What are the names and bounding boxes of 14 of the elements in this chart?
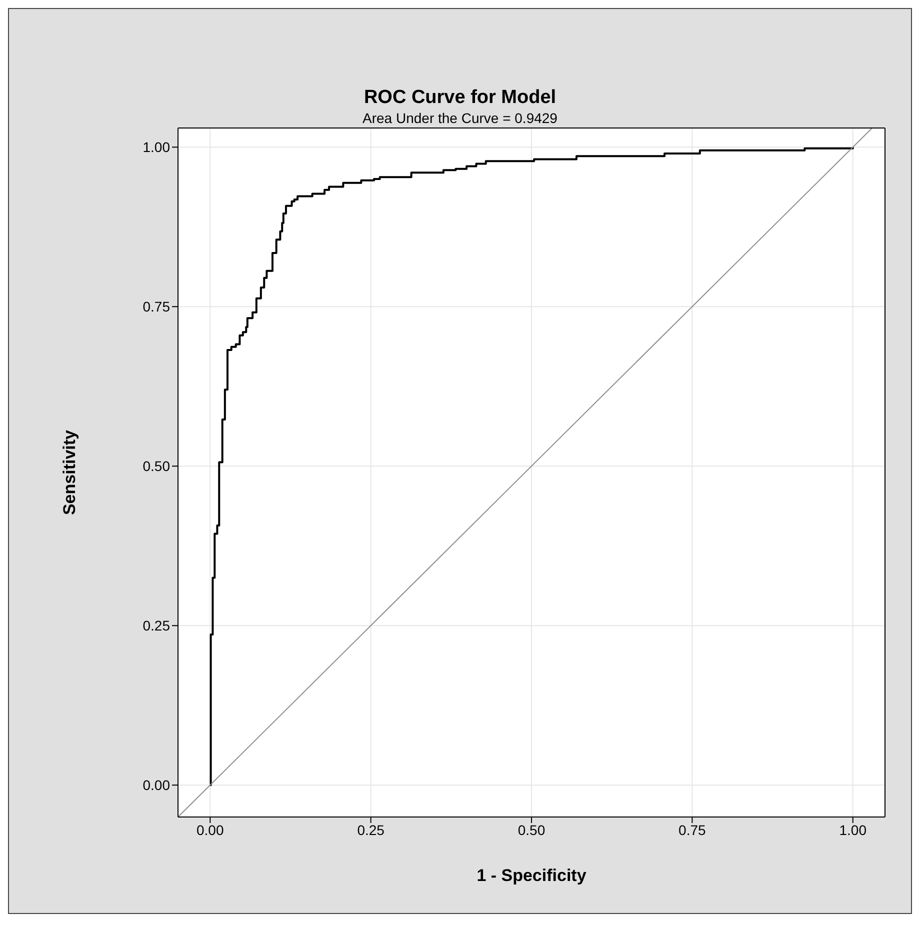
y-axis-title: Sensitivity [60,429,80,516]
chart-title: ROC Curve for Model [362,87,558,109]
chart-subtitle: Area Under the Curve = 0.9429 [362,109,558,127]
x-tick-label: 1.00 [839,822,867,838]
x-tick-label: 0.50 [518,822,546,838]
y-tick-label: 0.00 [142,777,170,794]
x-tick-label: 0.00 [196,822,224,838]
y-tick-label: 1.00 [142,139,170,156]
y-tick-label: 0.75 [142,298,170,315]
x-axis-title: 1 - Specificity [476,866,587,885]
y-tick-label: 0.50 [142,458,170,474]
y-tick-label: 0.25 [142,618,170,634]
x-tick-label: 0.25 [357,822,385,838]
x-tick-label: 0.75 [678,822,706,838]
